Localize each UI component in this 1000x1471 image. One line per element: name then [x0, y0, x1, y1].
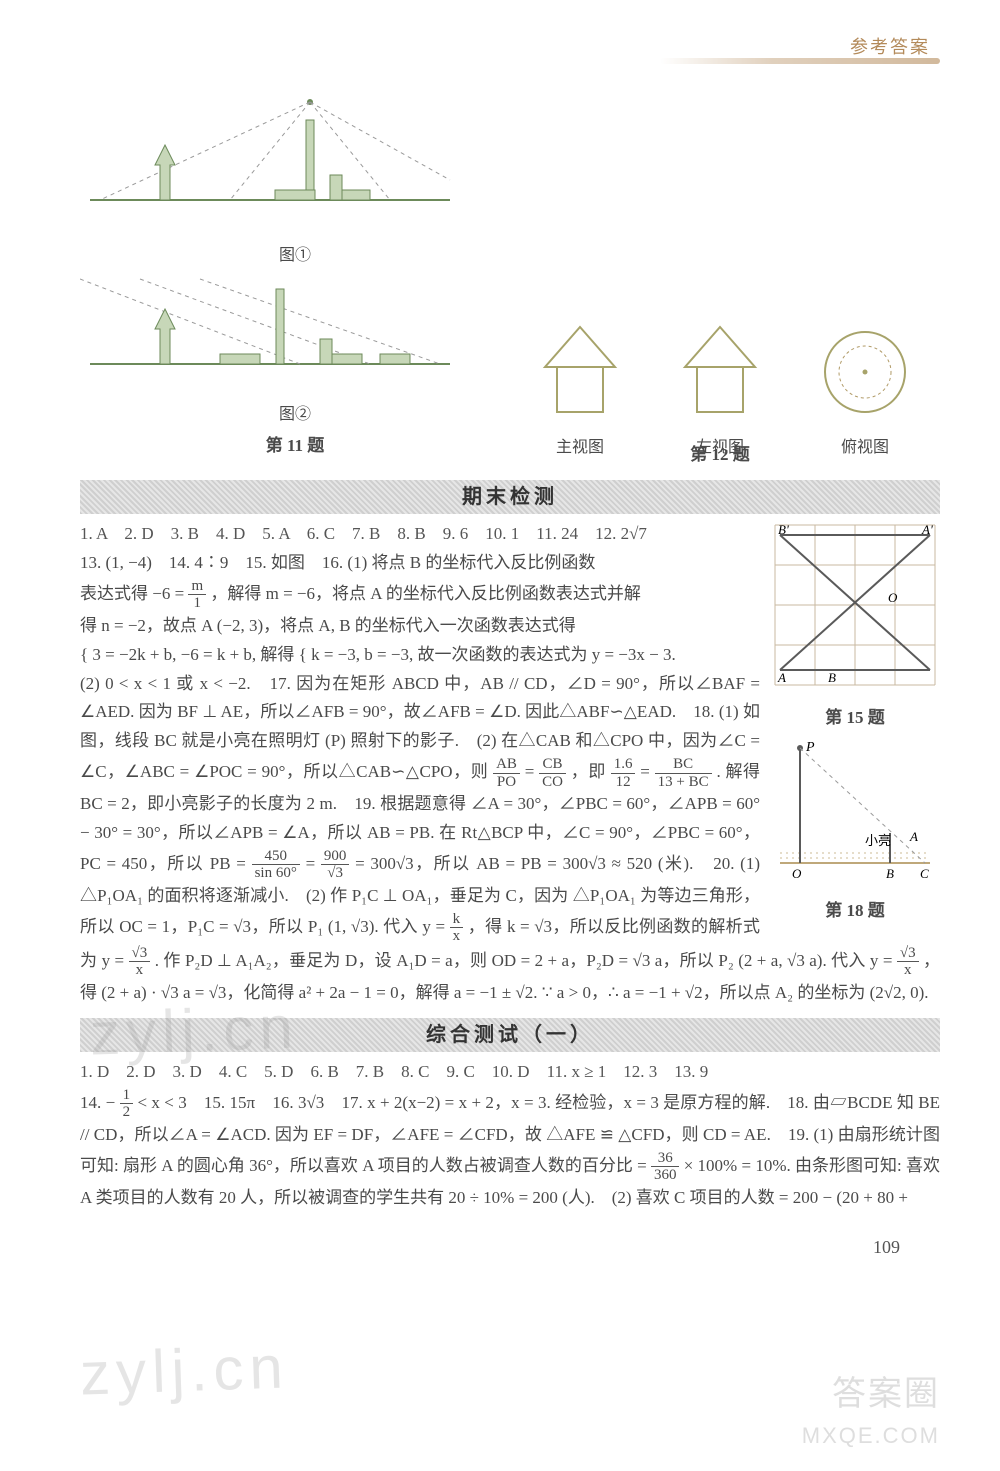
figure-15-title: 第 15 题	[770, 704, 940, 733]
figure-11-top-svg	[80, 90, 460, 230]
frac-36-360: 36360	[651, 1150, 680, 1184]
svg-text:P: P	[805, 740, 815, 755]
frac-1p6-12: 1.612	[611, 756, 636, 790]
page-number: 109	[80, 1232, 940, 1263]
figure-12-front-label: 主视图	[535, 434, 625, 461]
figure-12-top-svg	[815, 322, 915, 422]
svg-text:O: O	[792, 866, 802, 881]
frac-root3-x: √3x	[129, 945, 151, 979]
svg-text:A': A'	[921, 522, 933, 537]
figure-12-top-label: 俯视图	[815, 434, 915, 461]
section2-line14a: 14. −	[80, 1093, 115, 1112]
figure-18-title: 第 18 题	[770, 897, 940, 926]
section1-body1a: 表达式得 −6 =	[80, 584, 188, 603]
frac-ab-po: ABPO	[493, 756, 520, 790]
section1-body1b: ，解得 m = −6，将点 A 的坐标代入反比例函数表达式并解	[210, 584, 641, 603]
section2-answers-1-13: 1. D 2. D 3. D 4. C 5. D 6. B 7. B 8. C …	[80, 1058, 940, 1087]
section1-body5d: . 作 P₂D ⊥ A₁A₂，垂足为 D，设 A₁D = a，则 OD = 2 …	[155, 951, 897, 970]
frac-450-sin60: 450sin 60°	[252, 848, 300, 882]
figure-15-svg: B' A' O A B	[770, 520, 940, 690]
watermark-2: zylj.cn	[78, 1316, 290, 1425]
frac-1-2: 12	[120, 1087, 134, 1121]
figure-12-left-svg	[675, 322, 765, 422]
section1-content: B' A' O A B 第 15 题 1. A 2. D 3. B 4. D 5…	[80, 520, 940, 1008]
frac-bc-13bc: BC13 + BC	[655, 756, 712, 790]
svg-text:C: C	[920, 866, 929, 881]
figure-18-svg: P O 小亮 A B C	[770, 733, 940, 883]
svg-text:A: A	[909, 829, 918, 844]
watermark-3: 答案圈 MXQE.COM	[802, 1376, 940, 1451]
frac-900-root3: 900√3	[321, 848, 350, 882]
frac-cb-co: CBCO	[539, 756, 566, 790]
section-bar-comprehensive-1: 综合测试（一）	[80, 1018, 940, 1052]
frac-m-over-1: m 1	[188, 578, 206, 612]
figures-row: 图① 图② 第 11 题	[80, 90, 940, 461]
figure-11-sub2-caption: 图②	[80, 401, 510, 428]
svg-text:B: B	[886, 866, 894, 881]
svg-text:小亮: 小亮	[865, 833, 891, 848]
figure-12: 主视图 左视图 俯视图	[510, 90, 940, 461]
figure-11-title: 第 11 题	[80, 432, 510, 461]
figure-12-front-svg	[535, 322, 625, 422]
section2-content: 1. D 2. D 3. D 4. C 5. D 6. B 7. B 8. C …	[80, 1058, 940, 1213]
svg-text:B': B'	[778, 522, 789, 537]
figure-15: B' A' O A B 第 15 题	[770, 520, 940, 733]
frac-k-x: kx	[450, 911, 464, 945]
svg-text:A: A	[777, 670, 786, 685]
svg-text:B: B	[828, 670, 836, 685]
frac-root3-x-2: √3x	[897, 945, 919, 979]
section-bar-final-exam: 期末检测	[80, 480, 940, 514]
figure-11-sub1-caption: 图①	[80, 242, 510, 269]
svg-text:O: O	[888, 590, 898, 605]
figure-11: 图① 图② 第 11 题	[80, 90, 510, 461]
header-underline	[660, 58, 940, 64]
figure-11-bottom-svg	[80, 269, 460, 389]
figure-18: P O 小亮 A B C 第 18 题	[770, 733, 940, 926]
